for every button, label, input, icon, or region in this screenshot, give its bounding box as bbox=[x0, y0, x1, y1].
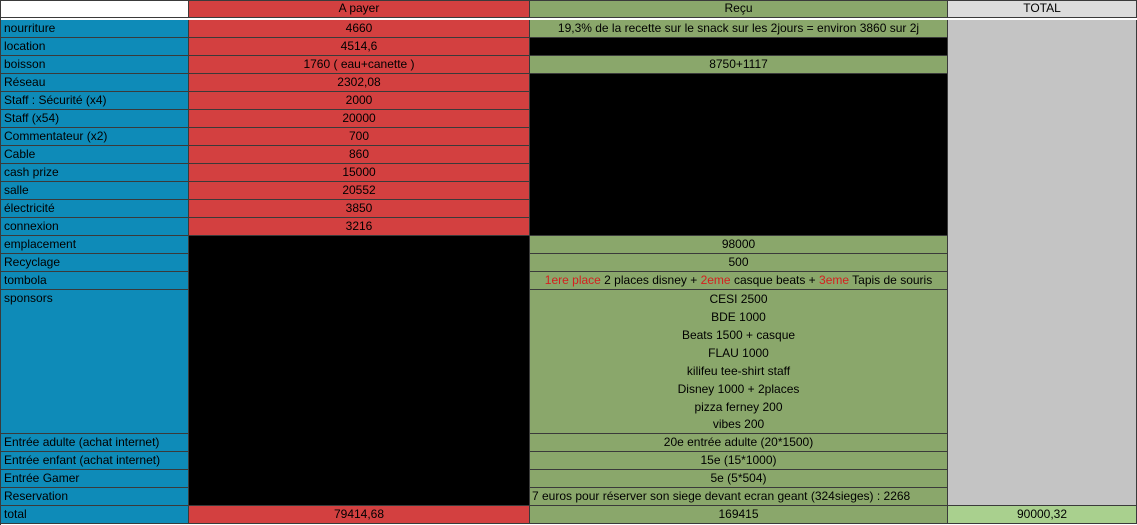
sponsors-cell[interactable]: CESI 2500 BDE 1000 Beats 1500 + casque F… bbox=[530, 290, 948, 434]
tombola-second-place: 2eme bbox=[700, 273, 731, 287]
row-label[interactable]: boisson bbox=[0, 56, 189, 74]
row-label[interactable]: Recyclage bbox=[0, 254, 189, 272]
header-total[interactable]: TOTAL bbox=[948, 0, 1137, 18]
pay-cell[interactable]: 2302,08 bbox=[189, 74, 530, 92]
pay-cell[interactable]: 15000 bbox=[189, 164, 530, 182]
sponsor-line: CESI 2500 bbox=[709, 292, 768, 306]
row-label[interactable]: Reservation bbox=[0, 488, 189, 506]
row-label[interactable]: location bbox=[0, 38, 189, 56]
row-label[interactable]: Cable bbox=[0, 146, 189, 164]
grand-total[interactable]: 90000,32 bbox=[948, 506, 1137, 524]
pay-cell[interactable]: 3216 bbox=[189, 218, 530, 236]
received-cell[interactable]: 7 euros pour réserver son siege devant e… bbox=[530, 488, 948, 506]
row-label[interactable]: électricité bbox=[0, 200, 189, 218]
tombola-first-prize: 2 places disney + bbox=[600, 273, 701, 287]
pay-cell[interactable]: 700 bbox=[189, 128, 530, 146]
row-label[interactable]: Commentateur (x2) bbox=[0, 128, 189, 146]
received-cell[interactable]: 19,3% de la recette sur le snack sur les… bbox=[530, 20, 948, 38]
received-cell[interactable]: 8750+1117 bbox=[530, 56, 948, 74]
row-label[interactable]: tombola bbox=[0, 272, 189, 290]
pay-total[interactable]: 79414,68 bbox=[189, 506, 530, 524]
row-label[interactable]: Entrée Gamer bbox=[0, 470, 189, 488]
sponsor-line: pizza ferney 200 bbox=[694, 400, 783, 414]
sheet-top-border bbox=[0, 0, 1137, 1]
pay-cell[interactable]: 1760 ( eau+canette ) bbox=[189, 56, 530, 74]
total-label[interactable]: total bbox=[0, 506, 189, 524]
row-label[interactable]: cash prize bbox=[0, 164, 189, 182]
tombola-second-prize: casque beats + bbox=[730, 273, 820, 287]
row-label[interactable]: nourriture bbox=[0, 20, 189, 38]
row-label[interactable]: sponsors bbox=[0, 290, 189, 434]
received-empty[interactable] bbox=[530, 38, 948, 56]
pay-empty-block[interactable] bbox=[189, 236, 530, 506]
received-empty-block[interactable] bbox=[530, 74, 948, 236]
sheet-left-border bbox=[0, 0, 1, 525]
row-label[interactable]: Réseau bbox=[0, 74, 189, 92]
received-cell[interactable]: 98000 bbox=[530, 236, 948, 254]
pay-cell[interactable]: 20552 bbox=[189, 182, 530, 200]
received-cell[interactable]: 20e entrée adulte (20*1500) bbox=[530, 434, 948, 452]
received-total[interactable]: 169415 bbox=[530, 506, 948, 524]
received-cell[interactable]: 500 bbox=[530, 254, 948, 272]
tombola-third-place: 3eme bbox=[819, 273, 850, 287]
row-label[interactable]: salle bbox=[0, 182, 189, 200]
tombola-third-prize: Tapis de souris bbox=[849, 273, 933, 287]
pay-cell[interactable]: 2000 bbox=[189, 92, 530, 110]
row-label[interactable]: Staff : Sécurité (x4) bbox=[0, 92, 189, 110]
sponsor-line: Beats 1500 + casque bbox=[681, 328, 796, 342]
tombola-cell[interactable]: 1ere place 2 places disney + 2eme casque… bbox=[530, 272, 948, 290]
header-blank-cell[interactable] bbox=[0, 0, 189, 18]
row-label[interactable]: Entrée enfant (achat internet) bbox=[0, 452, 189, 470]
sponsor-line: vibes 200 bbox=[712, 417, 765, 431]
pay-cell[interactable]: 4660 bbox=[189, 20, 530, 38]
pay-cell[interactable]: 4514,6 bbox=[189, 38, 530, 56]
row-label[interactable]: connexion bbox=[0, 218, 189, 236]
received-cell[interactable]: 5e (5*504) bbox=[530, 470, 948, 488]
sponsor-line: Disney 1000 + 2places bbox=[677, 382, 800, 396]
sponsor-line: BDE 1000 bbox=[711, 310, 766, 324]
row-label[interactable]: emplacement bbox=[0, 236, 189, 254]
sponsor-line: kilifeu tee-shirt staff bbox=[686, 364, 791, 378]
pay-cell[interactable]: 860 bbox=[189, 146, 530, 164]
row-label[interactable]: Staff (x54) bbox=[0, 110, 189, 128]
pay-cell[interactable]: 20000 bbox=[189, 110, 530, 128]
tombola-first-place: 1ere place bbox=[544, 273, 601, 287]
header-a-payer[interactable]: A payer bbox=[189, 0, 530, 18]
received-cell[interactable]: 15e (15*1000) bbox=[530, 452, 948, 470]
pay-cell[interactable]: 3850 bbox=[189, 200, 530, 218]
sponsor-line: FLAU 1000 bbox=[708, 346, 769, 360]
row-label[interactable]: Entrée adulte (achat internet) bbox=[0, 434, 189, 452]
header-recu[interactable]: Reçu bbox=[530, 0, 948, 18]
total-column-empty[interactable] bbox=[948, 20, 1137, 506]
